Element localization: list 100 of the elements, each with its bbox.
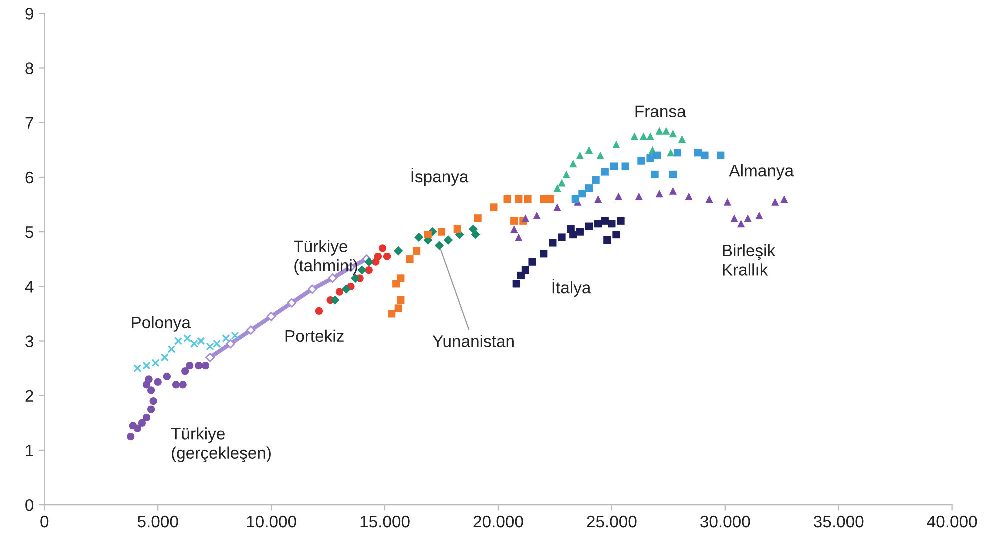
y-tick-label: 9: [26, 8, 34, 20]
point: [315, 307, 324, 316]
point: [756, 212, 764, 220]
point: [414, 232, 424, 242]
point: [471, 230, 480, 240]
point: [567, 226, 575, 234]
series-label: Birleşik Krallık: [723, 244, 776, 276]
x-tick-label: 20.000: [474, 516, 524, 528]
point: [730, 214, 738, 222]
point: [610, 162, 618, 170]
series-label: Polonya: [132, 316, 191, 332]
point: [515, 195, 523, 204]
point: [576, 228, 584, 236]
point: [638, 157, 646, 165]
y-tick-label: 2: [26, 390, 34, 402]
point: [388, 310, 396, 318]
point: [617, 217, 625, 225]
point: [474, 214, 482, 222]
point: [685, 192, 693, 200]
point: [142, 362, 151, 370]
point: [522, 214, 530, 222]
point: [669, 187, 678, 195]
point: [515, 234, 523, 242]
point: [184, 334, 192, 343]
point: [546, 195, 554, 204]
series-label: İspanya: [412, 168, 469, 186]
point: [540, 195, 548, 204]
y-tick-label: 7: [26, 117, 34, 129]
text: Yunanistan: [432, 335, 514, 348]
point: [179, 381, 187, 389]
point: [585, 146, 594, 154]
point: [558, 179, 566, 187]
x-tick-label: 30.000: [700, 516, 750, 528]
x-tick-label: 10.000: [247, 516, 296, 528]
point: [152, 359, 160, 368]
point: [669, 170, 678, 179]
x-tick-label: 40.000: [927, 516, 978, 528]
x-tick-label: 35.000: [814, 516, 864, 528]
point: [222, 334, 230, 343]
point: [646, 154, 654, 162]
point: [651, 170, 659, 179]
point: [134, 424, 142, 432]
point: [246, 326, 256, 335]
point: [592, 176, 600, 184]
point: [226, 339, 236, 349]
point: [383, 252, 392, 260]
point: [554, 184, 562, 192]
point: [186, 362, 194, 370]
point: [147, 406, 156, 414]
point: [127, 432, 135, 441]
point: [669, 130, 678, 138]
point: [195, 362, 203, 370]
point: [594, 195, 602, 204]
point: [490, 204, 498, 212]
point: [336, 288, 344, 296]
point: [640, 132, 648, 140]
point: [206, 353, 215, 362]
point: [168, 345, 176, 354]
point: [558, 234, 566, 242]
x-tick-label: 15.000: [360, 516, 410, 528]
series-label: Portekiz: [286, 330, 344, 342]
point: [604, 236, 612, 244]
point: [674, 149, 682, 157]
point: [656, 190, 664, 198]
point: [646, 132, 654, 140]
x-tick-label: 0: [40, 516, 49, 528]
point: [594, 220, 602, 228]
point: [635, 192, 643, 200]
point: [160, 354, 169, 362]
point: [358, 266, 367, 275]
point: [524, 195, 532, 204]
point: [394, 246, 404, 256]
point: [154, 378, 162, 386]
point: [694, 149, 702, 157]
point: [780, 195, 788, 204]
series-label: İtalya: [552, 279, 592, 298]
point: [231, 332, 240, 340]
point: [147, 386, 156, 394]
point: [444, 236, 454, 245]
point: [585, 184, 594, 192]
point: [562, 170, 570, 179]
point: [585, 222, 594, 230]
point: [608, 220, 616, 228]
point: [397, 274, 405, 282]
point: [572, 195, 580, 204]
point: [145, 376, 153, 384]
point: [654, 152, 662, 160]
point: [364, 257, 374, 267]
point: [406, 256, 414, 264]
point: [163, 372, 171, 381]
x-tick-label: 25.000: [587, 516, 637, 528]
point: [424, 230, 432, 239]
y-tick-label: 5: [26, 226, 34, 238]
point: [662, 127, 670, 135]
y-tick-label: 0: [26, 499, 34, 512]
y-tick-label: 6: [26, 172, 34, 184]
point: [510, 217, 518, 225]
point: [172, 381, 180, 389]
point: [308, 284, 318, 294]
point: [612, 230, 620, 239]
